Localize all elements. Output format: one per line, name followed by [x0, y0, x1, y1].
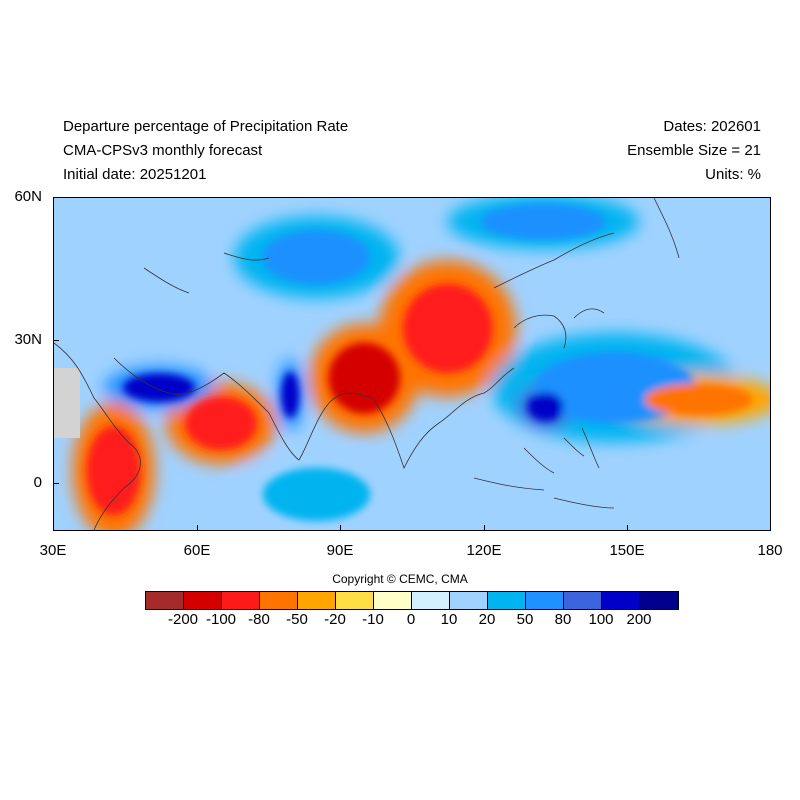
colorbar-swatch — [374, 592, 412, 609]
x-tick-30e — [53, 525, 54, 531]
anomaly-region-core — [281, 371, 300, 418]
colorbar-label: 50 — [516, 611, 534, 628]
x-label-180: 180 — [757, 542, 783, 559]
precipitation-anomaly-map — [53, 197, 771, 531]
y-tick-30n — [53, 340, 59, 341]
colorbar-label: 20 — [478, 611, 496, 628]
colorbar-label: -200 — [167, 611, 199, 628]
y-label-60n: 60N — [14, 188, 42, 205]
x-label-90e: 90E — [326, 542, 354, 559]
colorbar-label: -50 — [286, 611, 308, 628]
x-label-60e: 60E — [183, 542, 211, 559]
colorbar-swatch — [488, 592, 526, 609]
colorbar-swatch — [412, 592, 450, 609]
copyright-notice: Copyright © CEMC, CMA — [332, 572, 468, 586]
anomaly-region-core — [328, 342, 401, 414]
anomaly-region-core — [403, 283, 493, 373]
colorbar-swatch — [184, 592, 222, 609]
ensemble-size: Ensemble Size = 21 — [627, 142, 761, 159]
colorbar-swatch — [298, 592, 336, 609]
x-tick-60e — [197, 525, 198, 531]
missing-data-patch — [54, 368, 80, 438]
colorbar-label: 80 — [554, 611, 572, 628]
x-tick-150e — [627, 525, 628, 531]
model-subtitle: CMA-CPSv3 monthly forecast — [63, 142, 263, 159]
y-tick-60n — [53, 197, 59, 198]
colorbar-label: 100 — [588, 611, 614, 628]
y-label-30n: 30N — [14, 331, 42, 348]
colorbar-swatch — [640, 592, 678, 609]
colorbar-swatch — [450, 592, 488, 609]
anomaly-region-core — [527, 392, 564, 421]
colorbar-swatch — [526, 592, 564, 609]
anomaly-region-core — [644, 383, 753, 416]
anomaly-region-core — [262, 467, 371, 522]
x-label-120e: 120E — [466, 542, 502, 559]
colorbar-swatch — [260, 592, 298, 609]
y-tick-0 — [53, 483, 59, 484]
colorbar — [145, 591, 679, 610]
anomaly-region-core — [86, 426, 141, 516]
colorbar-swatch — [336, 592, 374, 609]
anomaly-field — [54, 198, 770, 530]
anomaly-region-core — [123, 373, 195, 402]
colorbar-swatch — [222, 592, 260, 609]
x-label-150e: 150E — [609, 542, 645, 559]
colorbar-swatch — [146, 592, 184, 609]
anomaly-region-core — [262, 230, 371, 284]
colorbar-label: -20 — [324, 611, 346, 628]
x-tick-90e — [340, 525, 341, 531]
coastlines — [54, 198, 680, 530]
map-title: Departure percentage of Precipitation Ra… — [63, 118, 349, 135]
colorbar-label: -80 — [248, 611, 270, 628]
anomaly-region-core — [480, 203, 606, 240]
initial-date: Initial date: 20251201 — [63, 166, 207, 183]
colorbar-label: -100 — [205, 611, 237, 628]
colorbar-label: 0 — [406, 611, 416, 628]
colorbar-label: 10 — [440, 611, 458, 628]
anomaly-region-core — [185, 396, 257, 450]
colorbar-swatch — [564, 592, 602, 609]
colorbar-label: -10 — [362, 611, 384, 628]
colorbar-label: 200 — [626, 611, 652, 628]
colorbar-swatch — [602, 592, 640, 609]
x-tick-120e — [484, 525, 485, 531]
y-label-0: 0 — [33, 474, 42, 491]
x-label-30e: 30E — [39, 542, 67, 559]
units-label: Units: % — [705, 166, 761, 183]
forecast-dates: Dates: 202601 — [663, 118, 761, 135]
